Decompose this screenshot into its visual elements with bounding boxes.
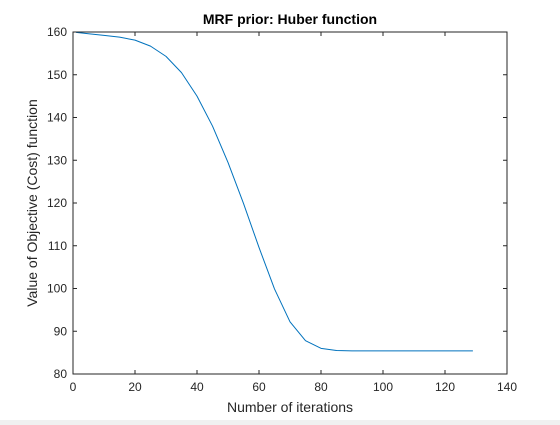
ticks-layer: 0 20 40 60 80 100 120 140 80 90 100 110 120 130 140 150… — [47, 25, 517, 394]
axes-box — [72, 31, 508, 375]
x-axis-label: Number of iterations — [227, 399, 353, 415]
y-tick-label: 80 — [54, 367, 68, 381]
y-tick-label: 160 — [47, 25, 67, 39]
x-tick-label: 20 — [128, 380, 142, 394]
x-tick-label: 80 — [314, 380, 328, 394]
x-tick-label: 0 — [70, 380, 77, 394]
y-tick-label: 90 — [54, 324, 68, 338]
y-axis-label: Value of Objective (Cost) function — [24, 99, 40, 307]
x-tick-label: 120 — [435, 380, 455, 394]
x-tick-label: 60 — [252, 380, 266, 394]
chart-title: MRF prior: Huber function — [203, 11, 377, 27]
y-tick-label: 140 — [47, 111, 67, 125]
series-layer — [76, 31, 473, 352]
x-tick-label: 40 — [190, 380, 204, 394]
x-tick-label: 140 — [497, 380, 517, 394]
plot-area — [73, 32, 507, 374]
y-tick-label: 120 — [47, 196, 67, 210]
y-tick-label: 150 — [47, 68, 67, 82]
series-line — [76, 31, 473, 352]
y-tick-label: 100 — [47, 282, 67, 296]
x-tick-label: 100 — [373, 380, 393, 394]
y-tick-label: 110 — [48, 239, 67, 253]
y-tick-label: 130 — [47, 153, 67, 167]
